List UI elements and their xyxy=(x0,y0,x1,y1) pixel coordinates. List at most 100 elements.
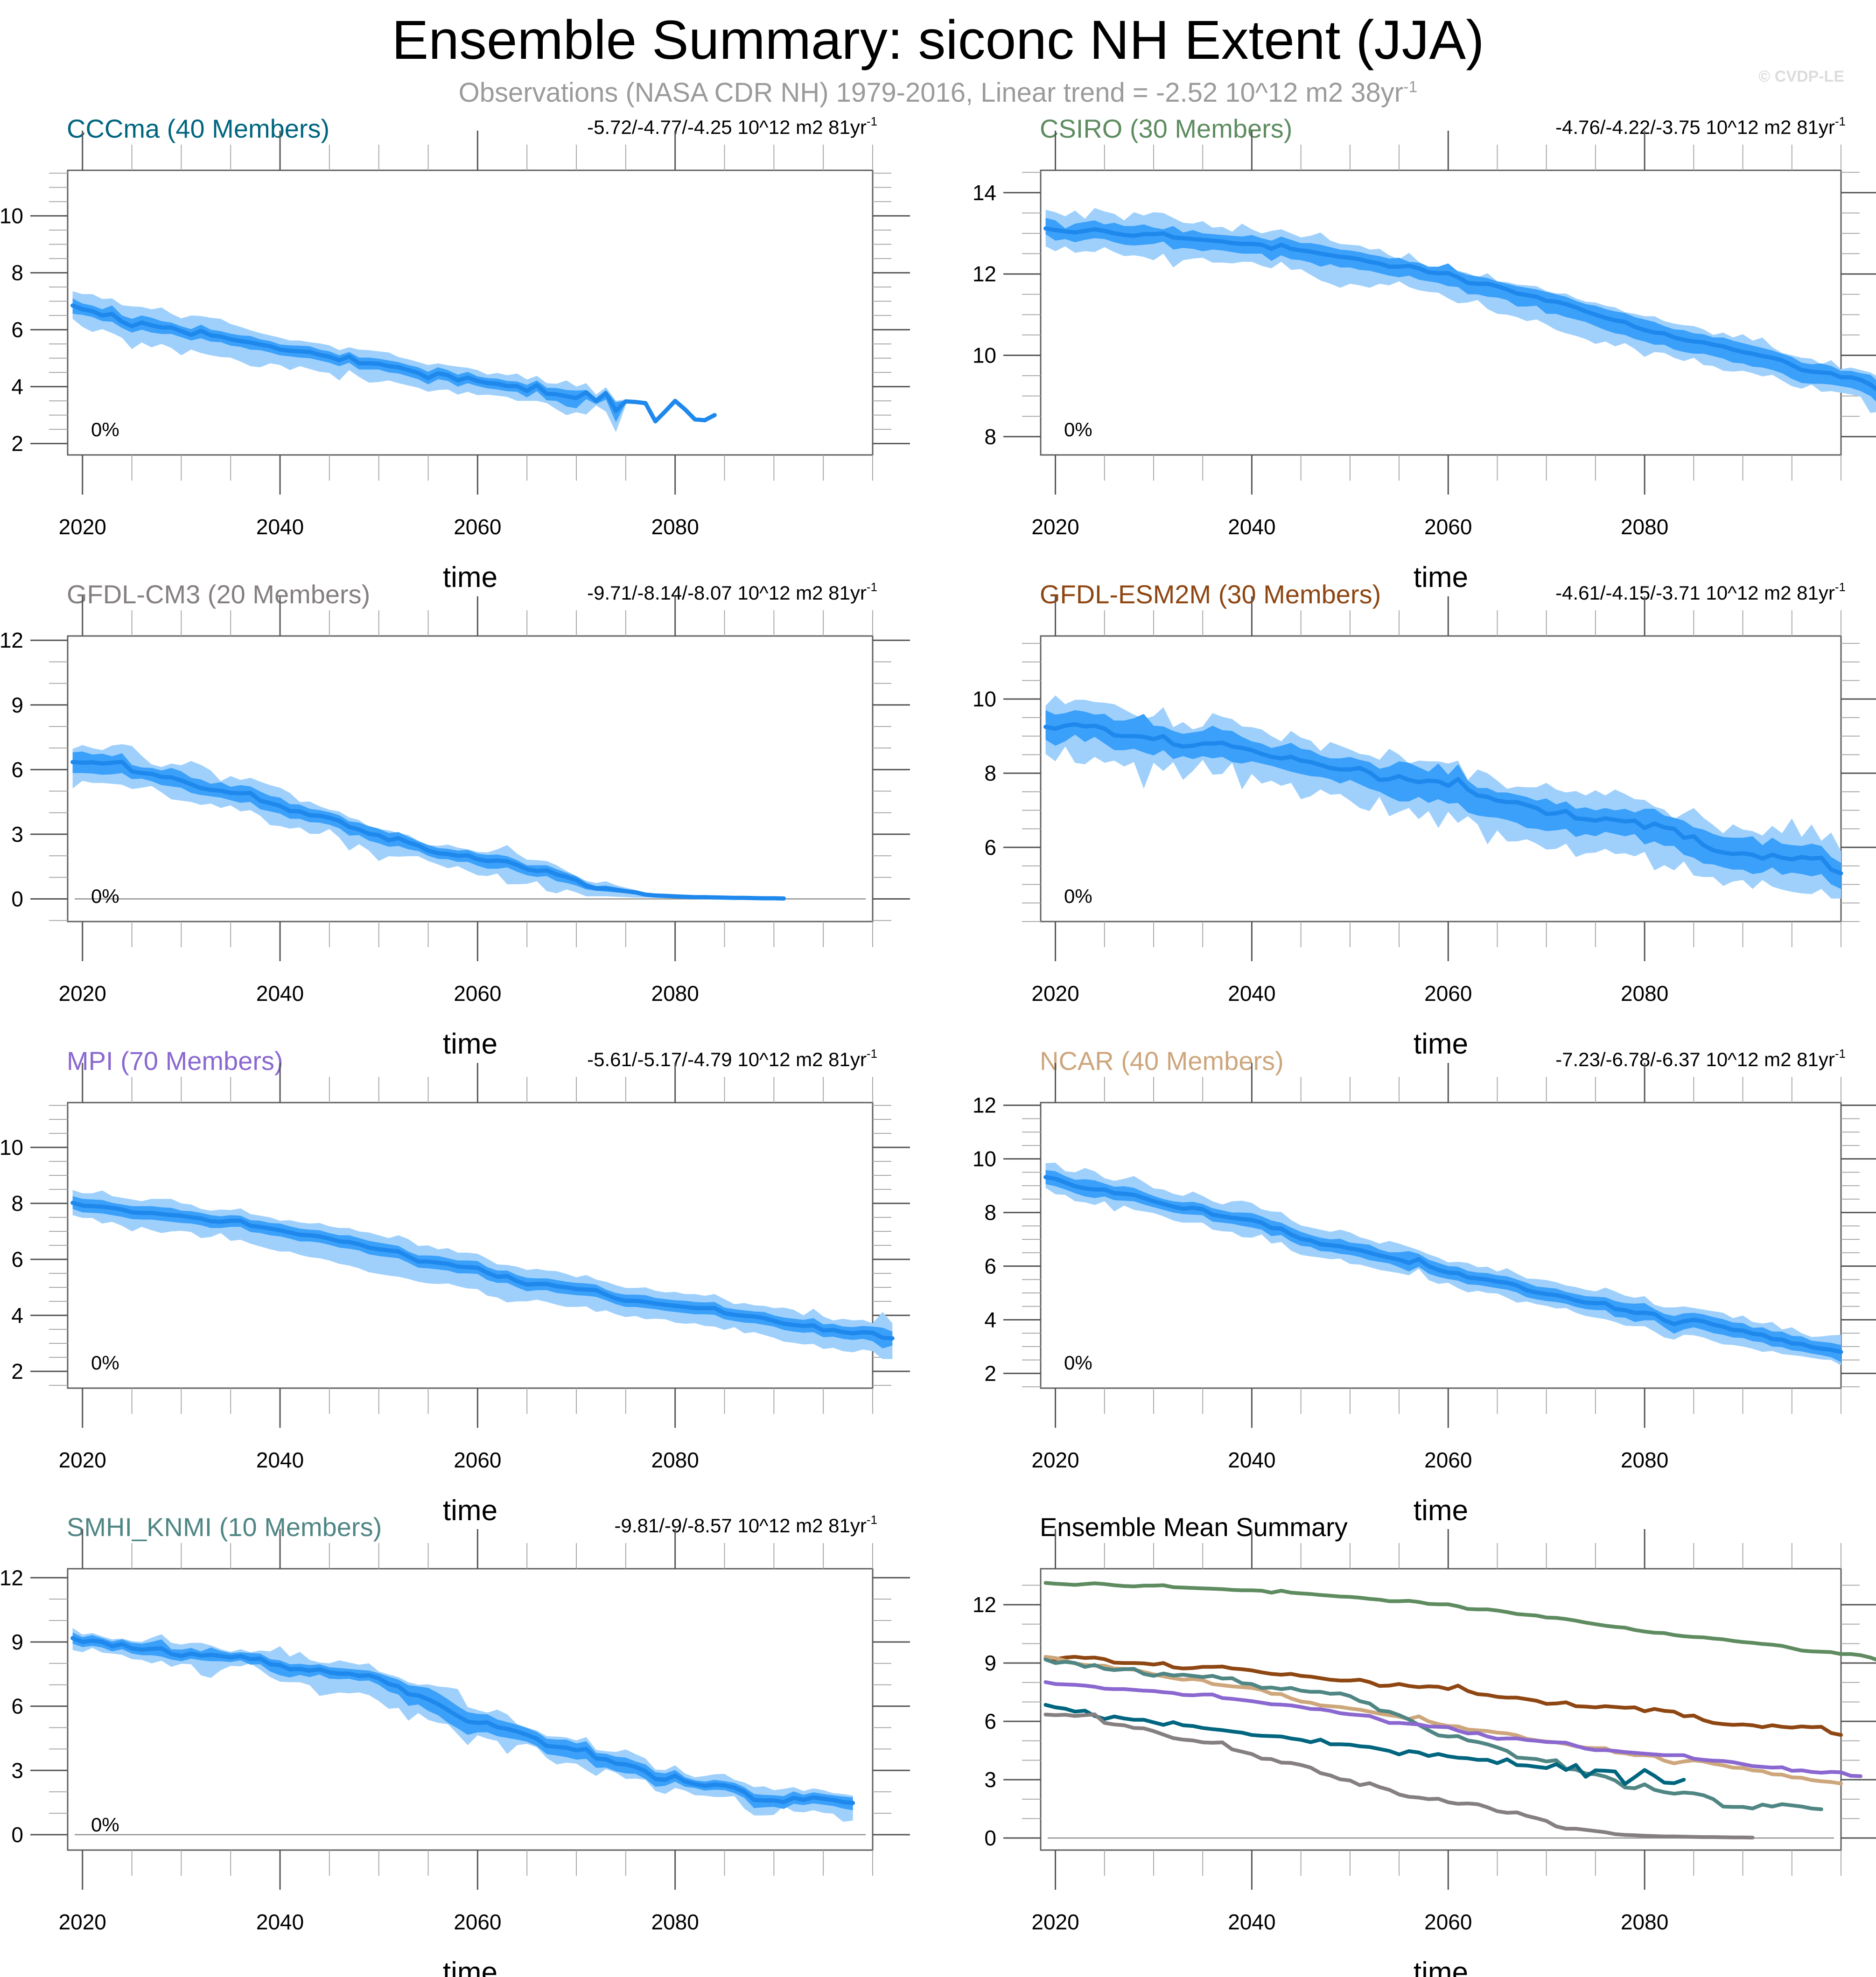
summary-line-ncar xyxy=(1043,1655,1843,1786)
trend-superscript: -1 xyxy=(1835,114,1846,128)
y-tick-label: 6 xyxy=(984,1709,996,1733)
plot-frame xyxy=(1040,1102,1842,1389)
trend-text: -7.23/-6.78/-6.37 10^12 m2 81yr-1 xyxy=(1555,1047,1846,1070)
y-tick-label: 6 xyxy=(984,835,996,859)
y-tick-label: 0 xyxy=(11,887,23,911)
x-tick-label: 2020 xyxy=(59,1448,106,1472)
summary-line-gfdl-cm3 xyxy=(1043,1712,1755,1840)
panel-title: GFDL-CM3 (20 Members) xyxy=(67,580,370,609)
y-tick-label: 9 xyxy=(11,693,23,717)
panel-title: MPI (70 Members) xyxy=(67,1046,283,1076)
ensemble-mean-line xyxy=(70,1636,855,1805)
trend-text: -4.61/-4.15/-3.71 10^12 m2 81yr-1 xyxy=(1555,580,1846,604)
x-axis-label: time xyxy=(443,561,497,594)
ensemble-mean-line xyxy=(1043,1175,1843,1354)
y-tick-label: 2 xyxy=(11,432,23,456)
x-tick-label: 2040 xyxy=(1228,1910,1275,1934)
x-tick-label: 2060 xyxy=(1424,515,1472,539)
x-tick-label: 2060 xyxy=(1424,1448,1472,1472)
panel-title: Ensemble Mean Summary xyxy=(1040,1512,1348,1542)
inner-spread-band xyxy=(72,751,784,899)
x-axis-label: time xyxy=(443,1028,497,1060)
y-tick-label: 0 xyxy=(984,1826,996,1850)
x-tick-label: 2020 xyxy=(59,981,106,1006)
trend-value: -4.76/-4.22/-3.75 10^12 m2 81yr xyxy=(1555,116,1835,138)
y-tick-label: 6 xyxy=(984,1254,996,1278)
summary-line-csiro xyxy=(1043,1581,1876,1662)
plot-frame xyxy=(1040,169,1842,456)
y-tick-label: 12 xyxy=(973,262,996,286)
y-tick-label: 6 xyxy=(11,757,23,782)
x-tick-label: 2080 xyxy=(1621,515,1668,539)
panel-title: CCCma (40 Members) xyxy=(67,114,329,143)
x-tick-label: 2060 xyxy=(454,981,501,1006)
trend-text: -9.71/-8.14/-8.07 10^12 m2 81yr-1 xyxy=(587,580,877,604)
trend-superscript: -1 xyxy=(1835,1047,1846,1061)
x-tick-label: 2060 xyxy=(454,1910,501,1934)
x-tick-label: 2040 xyxy=(1228,981,1275,1006)
trend-superscript: -1 xyxy=(867,1047,877,1061)
x-tick-label: 2060 xyxy=(454,1448,501,1472)
y-tick-label: 2 xyxy=(984,1361,996,1385)
y-tick-label: 9 xyxy=(11,1630,23,1654)
y-tick-label: 3 xyxy=(11,1758,23,1782)
inner-spread-band xyxy=(72,1632,853,1810)
x-tick-label: 2060 xyxy=(1424,981,1472,1006)
y-tick-label: 10 xyxy=(973,687,996,711)
x-tick-label: 2080 xyxy=(651,981,699,1006)
x-tick-label: 2040 xyxy=(256,981,304,1006)
outer-spread-band xyxy=(1045,208,1876,413)
y-tick-label: 4 xyxy=(11,375,23,399)
trend-value: -5.61/-5.17/-4.79 10^12 m2 81yr xyxy=(587,1048,867,1070)
x-axis-label: time xyxy=(1414,1495,1468,1527)
x-tick-label: 2020 xyxy=(1031,1448,1079,1472)
panel-smhi-knmi: SMHI_KNMI (10 Members) -9.81/-9/-8.57 10^… xyxy=(0,1512,910,1977)
subtitle-text: Observations (NASA CDR NH) 1979-2016, Li… xyxy=(458,77,1404,108)
plot-frame xyxy=(67,169,874,456)
percent-label: 0% xyxy=(91,885,119,907)
y-tick-label: 6 xyxy=(11,1247,23,1271)
panel-gfdl-esm2m: GFDL-ESM2M (30 Members) -4.61/-4.15/-3.71… xyxy=(973,580,1876,1060)
percent-label: 0% xyxy=(91,1352,119,1374)
x-axis-label: time xyxy=(1414,561,1468,594)
x-tick-label: 2040 xyxy=(256,515,304,539)
panel-cccma: CCCma (40 Members) -5.72/-4.77/-4.25 10^1… xyxy=(0,114,910,594)
trend-text: -4.76/-4.22/-3.75 10^12 m2 81yr-1 xyxy=(1555,114,1846,138)
observations-subtitle: Observations (NASA CDR NH) 1979-2016, Li… xyxy=(0,77,1876,108)
panel-csiro: CSIRO (30 Members) -4.76/-4.22/-3.75 10^1… xyxy=(973,114,1876,594)
y-tick-label: 6 xyxy=(11,1694,23,1719)
y-tick-label: 8 xyxy=(11,261,23,285)
x-axis-label: time xyxy=(1414,1028,1468,1060)
percent-label: 0% xyxy=(91,1814,119,1836)
x-tick-label: 2080 xyxy=(651,515,699,539)
y-tick-label: 10 xyxy=(973,343,996,368)
x-tick-label: 2020 xyxy=(59,515,106,539)
summary-line-smhi-knmi xyxy=(1043,1657,1823,1811)
panel-gfdl-cm3: GFDL-CM3 (20 Members) -9.71/-8.14/-8.07 1… xyxy=(0,580,910,1060)
y-tick-label: 14 xyxy=(973,181,996,205)
x-tick-label: 2020 xyxy=(1031,981,1079,1006)
trend-value: -5.72/-4.77/-4.25 10^12 m2 81yr xyxy=(587,116,867,138)
trend-text: -5.61/-5.17/-4.79 10^12 m2 81yr-1 xyxy=(587,1047,877,1070)
percent-label: 0% xyxy=(1064,419,1092,440)
trend-superscript: -1 xyxy=(1835,580,1846,594)
x-tick-label: 2040 xyxy=(256,1448,304,1472)
y-tick-label: 12 xyxy=(973,1093,996,1118)
x-tick-label: 2020 xyxy=(1031,515,1079,539)
ensemble-mean-line xyxy=(70,303,717,424)
y-tick-label: 12 xyxy=(973,1593,996,1617)
percent-label: 0% xyxy=(1064,885,1092,907)
y-tick-label: 8 xyxy=(984,1201,996,1225)
trend-value: -9.71/-8.14/-8.07 10^12 m2 81yr xyxy=(587,582,867,604)
panel-title: NCAR (40 Members) xyxy=(1040,1046,1284,1076)
cvdp-le-watermark: © CVDP-LE xyxy=(1758,68,1844,85)
ensemble-mean-line xyxy=(70,1201,895,1341)
percent-label: 0% xyxy=(91,419,119,440)
panel-mpi: MPI (70 Members) -5.61/-5.17/-4.79 10^12 … xyxy=(0,1046,910,1527)
trend-value: -4.61/-4.15/-3.71 10^12 m2 81yr xyxy=(1555,582,1835,604)
y-tick-label: 2 xyxy=(11,1359,23,1383)
panel-ncar: NCAR (40 Members) -7.23/-6.78/-6.37 10^12… xyxy=(973,1046,1876,1527)
y-tick-label: 12 xyxy=(0,628,23,652)
y-tick-label: 10 xyxy=(0,204,23,228)
